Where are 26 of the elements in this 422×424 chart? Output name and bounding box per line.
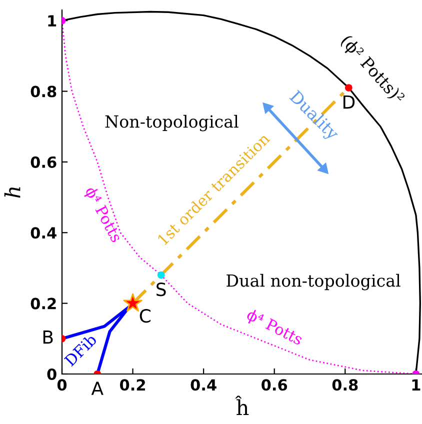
annotation: A	[91, 382, 104, 395]
point	[345, 84, 352, 92]
text: ϕ⁴ Potts	[82, 185, 124, 244]
y-tick-label: 0.6	[30, 156, 56, 168]
y-tick-label: 0	[47, 368, 56, 380]
annotation: S	[156, 282, 166, 296]
x-tick-label: 0.6	[262, 379, 288, 391]
annotation: B	[43, 330, 53, 344]
point	[262, 102, 274, 114]
y-tick-label: 1	[48, 15, 56, 26]
point	[318, 163, 328, 174]
y-axis-title: h	[4, 187, 20, 198]
x-tick-label: 0.4	[190, 379, 216, 391]
x-tick-label: 1	[412, 379, 420, 390]
x-axis-title: ĥ	[235, 396, 249, 416]
x-tick-label: 0.2	[120, 379, 145, 391]
point	[157, 271, 165, 279]
y-tick-label: 0.8	[30, 86, 56, 98]
x-tick-label: 0.8	[332, 379, 358, 391]
annotation: C	[140, 309, 150, 323]
annotation: D	[343, 95, 355, 109]
annotation: Dual non-topological	[226, 274, 400, 290]
annotation: Non-topological	[105, 114, 238, 132]
y-tick-label: 0.4	[30, 227, 56, 239]
y-tick-label: 0.2	[30, 298, 56, 310]
x-tick-label: 0	[57, 379, 67, 391]
